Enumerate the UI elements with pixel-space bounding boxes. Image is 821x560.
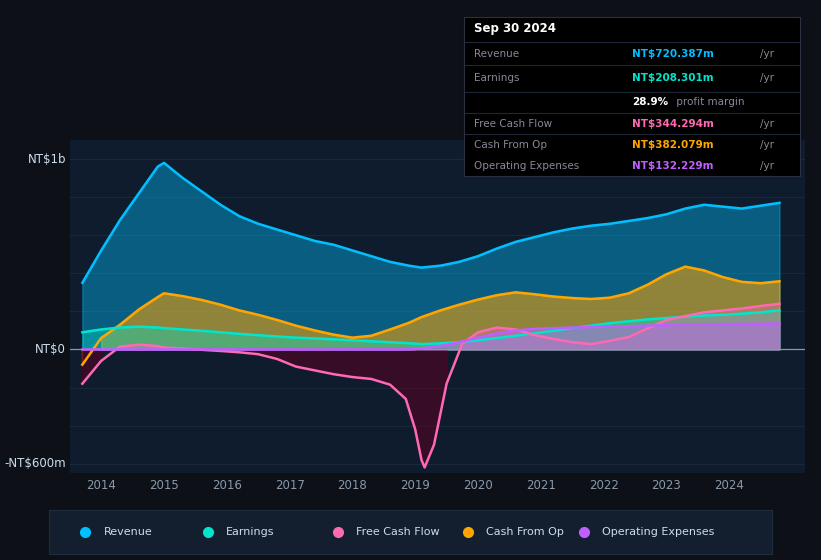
Text: Earnings: Earnings <box>227 527 275 537</box>
Text: Cash From Op: Cash From Op <box>474 140 547 150</box>
Text: Earnings: Earnings <box>474 73 520 83</box>
Text: NT$344.294m: NT$344.294m <box>632 119 714 129</box>
Text: Cash From Op: Cash From Op <box>486 527 564 537</box>
Text: Operating Expenses: Operating Expenses <box>602 527 714 537</box>
Text: Revenue: Revenue <box>103 527 152 537</box>
Text: Free Cash Flow: Free Cash Flow <box>474 119 552 129</box>
Text: NT$720.387m: NT$720.387m <box>632 49 714 58</box>
Text: Operating Expenses: Operating Expenses <box>474 161 579 171</box>
Text: NT$208.301m: NT$208.301m <box>632 73 713 83</box>
Text: /yr: /yr <box>760 49 774 58</box>
Text: Revenue: Revenue <box>474 49 519 58</box>
Text: /yr: /yr <box>760 140 774 150</box>
Text: /yr: /yr <box>760 161 774 171</box>
Text: Sep 30 2024: Sep 30 2024 <box>474 22 556 35</box>
Text: /yr: /yr <box>760 73 774 83</box>
Text: NT$382.079m: NT$382.079m <box>632 140 713 150</box>
Text: NT$1b: NT$1b <box>28 152 67 166</box>
Text: /yr: /yr <box>760 119 774 129</box>
Text: 28.9%: 28.9% <box>632 97 668 107</box>
Text: profit margin: profit margin <box>672 97 744 107</box>
Text: NT$132.229m: NT$132.229m <box>632 161 713 171</box>
Text: Free Cash Flow: Free Cash Flow <box>356 527 440 537</box>
Text: NT$0: NT$0 <box>35 343 67 356</box>
Text: -NT$600m: -NT$600m <box>4 457 67 470</box>
